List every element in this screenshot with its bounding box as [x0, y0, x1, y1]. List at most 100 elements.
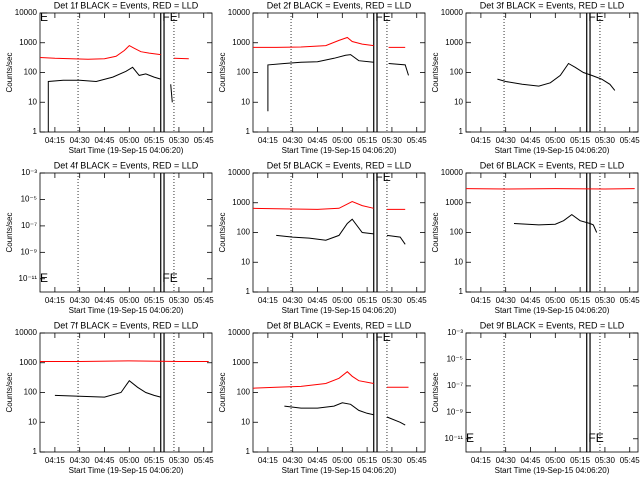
- y-axis-label: Counts/sec: [431, 372, 440, 412]
- series-line: [513, 213, 598, 233]
- plot-frame: [252, 172, 426, 293]
- chart-title: Det 9f BLACK = Events, RED = LLD: [480, 320, 625, 330]
- x-tick-label: 05:00: [332, 136, 353, 145]
- plot-frame: [252, 332, 426, 453]
- chart-title: Det 2f BLACK = Events, RED = LLD: [267, 0, 412, 10]
- y-tick-label: 10000: [228, 8, 251, 17]
- annotation: FE: [375, 330, 390, 344]
- x-tick-label: 04:15: [471, 136, 492, 145]
- y-axis-label: Counts/sec: [218, 52, 227, 92]
- x-tick-label: 04:45: [94, 296, 115, 305]
- x-tick-label: 05:45: [620, 136, 640, 145]
- plot-frame: [252, 12, 426, 133]
- x-tick-label: 05:15: [570, 456, 591, 465]
- y-tick-label: 1: [246, 127, 251, 136]
- x-tick-label: 04:30: [283, 456, 304, 465]
- y-tick-label: 10⁻⁹: [20, 247, 37, 256]
- x-tick-label: 05:30: [169, 296, 190, 305]
- y-tick-label: 10⁻¹¹: [445, 434, 464, 443]
- y-tick-label: 10: [28, 417, 37, 426]
- x-axis-label: Start Time (19-Sep-15 04:06:20): [69, 306, 184, 315]
- y-tick-label: 100: [24, 388, 38, 397]
- y-axis-label: Counts/sec: [218, 212, 227, 252]
- x-tick-label: 05:00: [545, 136, 566, 145]
- x-tick-label: 04:45: [520, 136, 541, 145]
- x-axis-label: Start Time (19-Sep-15 04:06:20): [495, 466, 610, 475]
- x-tick-label: 05:00: [119, 136, 140, 145]
- y-axis-label: Counts/sec: [5, 52, 14, 92]
- x-tick-label: 05:45: [407, 136, 428, 145]
- y-axis-label: Counts/sec: [5, 212, 14, 252]
- y-tick-label: 10000: [15, 8, 38, 17]
- y-tick-label: 1: [246, 287, 251, 296]
- y-tick-label: 1000: [232, 38, 250, 47]
- y-tick-label: 10⁻⁵: [447, 355, 463, 364]
- x-tick-label: 04:30: [70, 456, 91, 465]
- x-tick-label: 05:00: [119, 456, 140, 465]
- x-axis-label: Start Time (19-Sep-15 04:06:20): [282, 306, 397, 315]
- y-tick-label: 10: [454, 97, 463, 106]
- y-tick-label: 100: [450, 228, 464, 237]
- y-tick-label: 10: [454, 257, 463, 266]
- x-tick-label: 04:45: [520, 456, 541, 465]
- x-tick-label: 05:30: [382, 296, 403, 305]
- x-tick-label: 05:00: [332, 456, 353, 465]
- y-tick-label: 10⁻⁹: [446, 407, 463, 416]
- series-line: [55, 381, 166, 397]
- series-line: [497, 62, 616, 91]
- x-tick-label: 05:15: [144, 136, 165, 145]
- y-tick-label: 1000: [445, 38, 463, 47]
- x-tick-label: 04:15: [471, 296, 492, 305]
- x-tick-label: 04:30: [496, 456, 517, 465]
- x-tick-label: 05:15: [357, 296, 378, 305]
- y-tick-label: 10: [241, 97, 250, 106]
- annotation: FE: [375, 170, 390, 184]
- y-tick-label: 1: [33, 127, 38, 136]
- x-tick-label: 05:30: [382, 136, 403, 145]
- x-tick-label: 04:15: [471, 456, 492, 465]
- x-tick-label: 05:00: [545, 296, 566, 305]
- x-tick-label: 05:15: [357, 456, 378, 465]
- chart-title: Det 8f BLACK = Events, RED = LLD: [267, 320, 412, 330]
- annotation: FE: [588, 10, 603, 24]
- x-tick-label: 04:45: [94, 456, 115, 465]
- y-tick-label: 10⁻⁵: [21, 195, 37, 204]
- y-axis-label: Counts/sec: [5, 372, 14, 412]
- plot-frame: [465, 12, 639, 133]
- x-axis-label: Start Time (19-Sep-15 04:06:20): [282, 466, 397, 475]
- y-tick-label: 10000: [228, 328, 251, 337]
- plot-frame: [39, 332, 213, 453]
- series-line: [47, 66, 173, 132]
- y-tick-label: 10000: [441, 8, 464, 17]
- y-tick-label: 1000: [19, 38, 37, 47]
- x-tick-label: 04:15: [45, 456, 66, 465]
- x-tick-label: 04:15: [258, 296, 279, 305]
- x-tick-label: 04:30: [70, 296, 91, 305]
- x-tick-label: 05:30: [169, 136, 190, 145]
- annotation: FE: [588, 431, 603, 445]
- y-tick-label: 10000: [441, 168, 464, 177]
- x-tick-label: 04:30: [283, 136, 304, 145]
- plot-frame: [465, 332, 639, 453]
- annotation: FE: [162, 10, 177, 24]
- x-tick-label: 05:15: [144, 456, 165, 465]
- x-tick-label: 05:00: [332, 296, 353, 305]
- y-tick-label: 100: [24, 68, 38, 77]
- x-tick-label: 05:15: [570, 136, 591, 145]
- series-line: [252, 200, 406, 210]
- annotation: E: [40, 271, 48, 285]
- x-tick-label: 04:15: [258, 136, 279, 145]
- x-tick-label: 04:15: [258, 456, 279, 465]
- annotation: FE: [162, 271, 177, 285]
- y-tick-label: 10: [241, 417, 250, 426]
- chart-title: Det 7f BLACK = Events, RED = LLD: [54, 320, 199, 330]
- y-tick-label: 10⁻³: [21, 168, 37, 177]
- x-tick-label: 05:45: [194, 456, 215, 465]
- annotation: FE: [375, 10, 390, 24]
- x-tick-label: 05:30: [382, 456, 403, 465]
- x-axis-label: Start Time (19-Sep-15 04:06:20): [495, 146, 610, 155]
- x-tick-label: 04:30: [496, 296, 517, 305]
- y-axis-label: Counts/sec: [218, 372, 227, 412]
- series-line: [267, 54, 409, 112]
- x-axis-label: Start Time (19-Sep-15 04:06:20): [495, 306, 610, 315]
